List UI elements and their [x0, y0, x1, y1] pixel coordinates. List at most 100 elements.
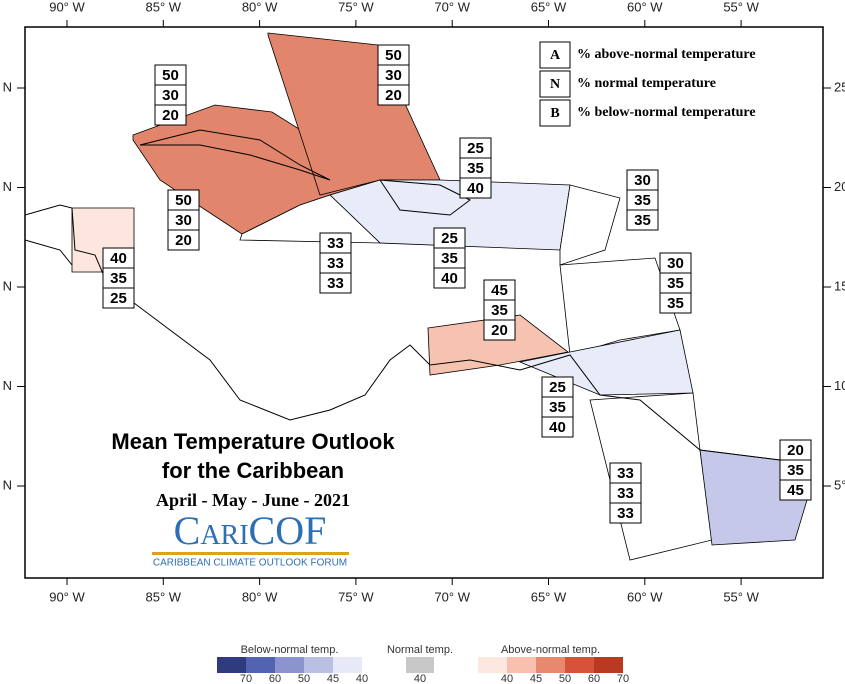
- logo-rule: [152, 552, 349, 555]
- scale-swatch: [246, 657, 275, 673]
- scale-swatch: [594, 657, 623, 673]
- scale-tick: 40: [501, 673, 513, 684]
- coastline: [24, 204, 811, 491]
- lat-label: 25: [834, 79, 845, 94]
- region: [559, 257, 681, 356]
- probability-boxes: 50 30 20 50 30 20 50 30 20 25 35 40 25 35 40 33 33 33 40 35…: [102, 44, 812, 524]
- prob-value: 50: [175, 192, 192, 209]
- scale-tick: 45: [327, 673, 339, 684]
- lon-label: 85° W: [146, 0, 182, 14]
- lon-label: 75° W: [338, 0, 374, 14]
- lat-label: N: [3, 378, 12, 393]
- prob-cell: [319, 272, 352, 294]
- lat-label: 15: [834, 278, 845, 293]
- prob-cell: [779, 479, 812, 501]
- prob-value: 33: [327, 275, 344, 292]
- logo-subtitle: CARIBBEAN CLIMATE OUTLOOK FORUM: [153, 558, 347, 569]
- lon-label: 60° W: [627, 589, 663, 604]
- legend: A % above-normal temperature N % normal tem…: [539, 41, 756, 127]
- scale-swatch: [304, 657, 333, 673]
- prob-value: 33: [327, 255, 344, 272]
- prob-cell: [167, 229, 200, 251]
- prob-value: 35: [634, 192, 651, 209]
- lat-label: 10: [834, 378, 845, 393]
- prob-value: 35: [634, 212, 651, 229]
- scale-tick: 70: [617, 673, 629, 684]
- legend-text: % normal temperature: [577, 76, 716, 91]
- prob-value: 40: [441, 270, 458, 287]
- prob-cell: [377, 84, 410, 106]
- prob-value: 25: [110, 290, 127, 307]
- scale-tick: 60: [269, 673, 281, 684]
- lon-label: 55° W: [723, 589, 759, 604]
- prob-value: 25: [467, 140, 484, 157]
- prob-value: 25: [549, 379, 566, 396]
- legend-key-box: [539, 41, 571, 69]
- lon-label: 85° W: [146, 589, 182, 604]
- scale-swatch: [536, 657, 565, 673]
- legend-key: N: [550, 77, 560, 92]
- lon-label: 80° W: [242, 589, 278, 604]
- scale-swatch: [217, 657, 246, 673]
- lat-label: N: [3, 477, 12, 492]
- scale-swatch: [565, 657, 594, 673]
- scale-label: Below-normal temp.: [241, 644, 339, 656]
- prob-cell: [154, 104, 187, 126]
- title: for the Caribbean: [162, 458, 344, 483]
- prob-value: 30: [162, 87, 179, 104]
- lat-label: 5°: [834, 477, 845, 492]
- prob-value: 35: [441, 250, 458, 267]
- legend-text: % below-normal temperature: [577, 105, 756, 120]
- lat-label: N: [3, 278, 12, 293]
- scale-tick: 40: [356, 673, 368, 684]
- legend-key: A: [550, 48, 561, 63]
- legend-key-box: [539, 70, 571, 98]
- scale-tick: 50: [559, 673, 571, 684]
- prob-cell: [483, 319, 516, 341]
- scale-tick: 60: [588, 673, 600, 684]
- lon-label: 70° W: [434, 589, 470, 604]
- scale-swatch: [406, 657, 434, 673]
- legend-text: % above-normal temperature: [577, 47, 756, 62]
- prob-value: 35: [467, 160, 484, 177]
- lon-label: 75° W: [338, 589, 374, 604]
- lon-label: 65° W: [531, 0, 567, 14]
- prob-value: 40: [467, 180, 484, 197]
- lon-label: 70° W: [434, 0, 470, 14]
- coastlines: [24, 129, 811, 491]
- prob-cell: [459, 177, 492, 199]
- prob-cell: [659, 292, 692, 314]
- prob-value: 45: [491, 282, 508, 299]
- lat-label: N: [3, 179, 12, 194]
- prob-value: 20: [787, 442, 804, 459]
- legend-key: B: [550, 106, 559, 121]
- scale-label: Normal temp.: [387, 644, 453, 656]
- prob-value: 35: [787, 462, 804, 479]
- prob-value: 30: [385, 67, 402, 84]
- lon-label: 60° W: [627, 0, 663, 14]
- prob-value: 20: [175, 232, 192, 249]
- scale-tick: 40: [414, 673, 426, 684]
- prob-value: 33: [617, 465, 634, 482]
- lon-label: 55° W: [723, 0, 759, 14]
- prob-value: 33: [617, 505, 634, 522]
- axes: 90° W 90° W 85° W 85° W 80° W 80° W 75° W 75° W…: [3, 0, 845, 604]
- prob-value: 50: [162, 67, 179, 84]
- prob-value: 33: [617, 485, 634, 502]
- scale-tick: 50: [298, 673, 310, 684]
- lon-label: 90° W: [49, 589, 85, 604]
- prob-value: 35: [491, 302, 508, 319]
- prob-value: 33: [327, 235, 344, 252]
- prob-value: 50: [385, 47, 402, 64]
- prob-value: 40: [549, 419, 566, 436]
- prob-cell: [433, 267, 466, 289]
- coastline: [24, 239, 73, 266]
- scale-label: Above-normal temp.: [501, 644, 600, 656]
- lat-label: N: [3, 79, 12, 94]
- lon-label: 65° W: [531, 589, 567, 604]
- hispaniola-outline: [379, 179, 471, 216]
- title: Mean Temperature Outlook: [111, 429, 395, 454]
- scale-swatch: [478, 657, 507, 673]
- prob-cell: [102, 287, 135, 309]
